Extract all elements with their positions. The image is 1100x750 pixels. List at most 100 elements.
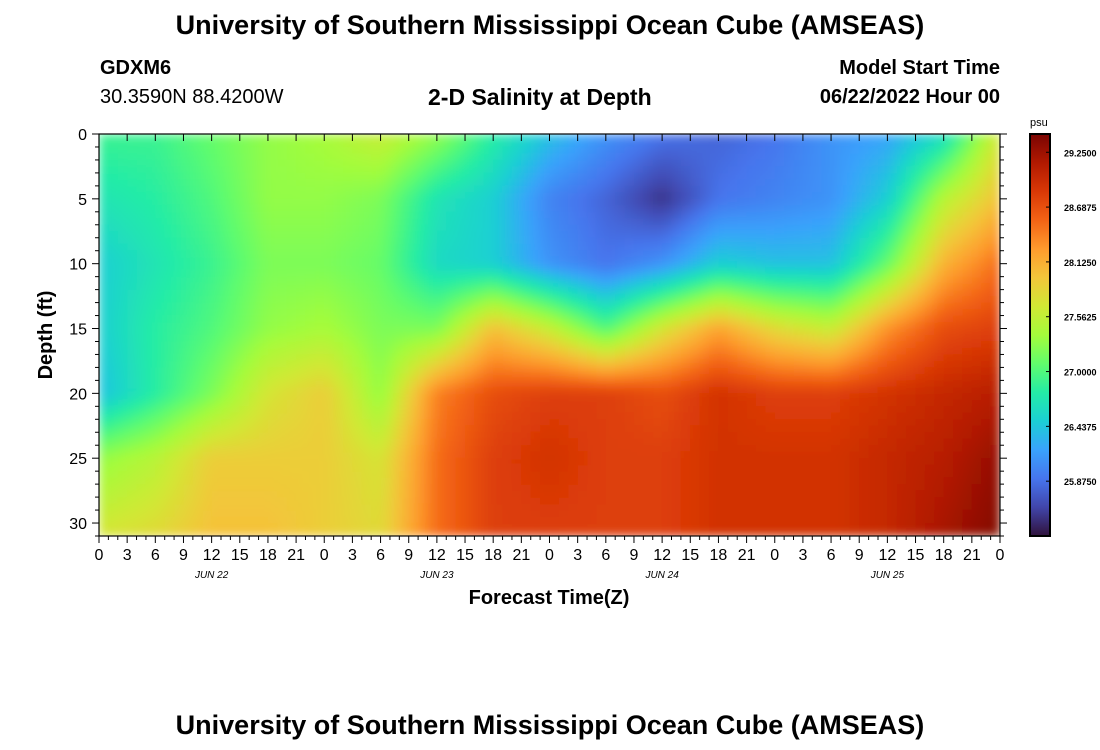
heatmap-cell	[633, 250, 644, 258]
heatmap-cell	[615, 205, 626, 213]
heatmap-cell	[943, 211, 954, 219]
heatmap-cell	[784, 354, 795, 362]
heatmap-cell	[943, 451, 954, 459]
heatmap-cell	[596, 185, 607, 193]
heatmap-cell	[906, 386, 917, 394]
heatmap-cell	[896, 179, 907, 187]
heatmap-cell	[305, 250, 316, 258]
heatmap-cell	[408, 296, 419, 304]
heatmap-cell	[521, 146, 532, 155]
heatmap-cell	[784, 263, 795, 271]
heatmap-cell	[755, 231, 766, 239]
heatmap-cell	[652, 231, 663, 239]
heatmap-cell	[746, 380, 757, 388]
heatmap-cell	[971, 166, 982, 174]
heatmap-cell	[981, 373, 992, 381]
heatmap-cell	[915, 250, 926, 258]
heatmap-cell	[408, 231, 419, 239]
heatmap-cell	[474, 270, 485, 278]
heatmap-cell	[990, 296, 1000, 304]
heatmap-cell	[267, 432, 278, 440]
heatmap-cell	[108, 406, 119, 414]
heatmap-cell	[483, 140, 494, 148]
heatmap-cell	[662, 166, 673, 174]
heatmap-cell	[990, 237, 1000, 245]
heatmap-cell	[371, 399, 382, 407]
heatmap-cell	[821, 244, 832, 252]
heatmap-cell	[493, 192, 504, 200]
heatmap-cell	[587, 159, 598, 168]
heatmap-cell	[418, 231, 429, 239]
heatmap-cell	[737, 328, 748, 336]
heatmap-cell	[671, 386, 682, 394]
heatmap-cell	[662, 289, 673, 297]
heatmap-cell	[709, 289, 720, 297]
heatmap-cell	[136, 302, 147, 310]
heatmap-cell	[596, 179, 607, 187]
heatmap-cell	[943, 134, 954, 142]
heatmap-cell	[249, 276, 260, 284]
heatmap-cell	[671, 458, 682, 466]
heatmap-cell	[784, 464, 795, 472]
heatmap-cell	[361, 393, 372, 401]
heatmap-cell	[840, 140, 851, 148]
heatmap-cell	[802, 419, 813, 427]
heatmap-cell	[624, 373, 635, 381]
heatmap-cell	[211, 309, 222, 317]
heatmap-cell	[427, 360, 438, 369]
heatmap-cell	[145, 302, 156, 310]
heatmap-cell	[389, 283, 400, 291]
heatmap-cell	[267, 237, 278, 245]
heatmap-cell	[784, 218, 795, 226]
heatmap-cell	[915, 263, 926, 271]
heatmap-cell	[361, 406, 372, 414]
heatmap-cell	[831, 205, 842, 213]
heatmap-cell	[483, 335, 494, 343]
heatmap-cell	[408, 146, 419, 155]
heatmap-cell	[296, 432, 307, 440]
heatmap-cell	[108, 146, 119, 155]
heatmap-cell	[690, 296, 701, 304]
heatmap-cell	[737, 354, 748, 362]
heatmap-cell	[802, 425, 813, 433]
heatmap-cell	[887, 185, 898, 193]
heatmap-cell	[924, 250, 935, 258]
heatmap-cell	[680, 412, 691, 420]
heatmap-cell	[502, 179, 513, 187]
heatmap-cell	[568, 166, 579, 174]
heatmap-cell	[493, 309, 504, 317]
heatmap-cell	[296, 276, 307, 284]
heatmap-cell	[727, 406, 738, 414]
heatmap-cell	[868, 224, 879, 232]
heatmap-cell	[568, 205, 579, 213]
heatmap-cell	[906, 445, 917, 453]
heatmap-cell	[643, 373, 654, 381]
heatmap-cell	[258, 373, 269, 381]
heatmap-cell	[418, 386, 429, 394]
heatmap-cell	[981, 205, 992, 213]
heatmap-cell	[483, 289, 494, 297]
heatmap-cell	[680, 399, 691, 407]
heatmap-cell	[849, 458, 860, 466]
heatmap-cell	[183, 159, 194, 168]
heatmap-cell	[333, 218, 344, 226]
heatmap-cell	[877, 263, 888, 271]
heatmap-cell	[981, 218, 992, 226]
heatmap-cell	[981, 166, 992, 174]
heatmap-cell	[962, 419, 973, 427]
heatmap-cell	[314, 159, 325, 168]
heatmap-cell	[906, 244, 917, 252]
heatmap-cell	[633, 159, 644, 168]
heatmap-cell	[718, 425, 729, 433]
heatmap-cell	[277, 406, 288, 414]
heatmap-cell	[136, 289, 147, 297]
heatmap-cell	[718, 438, 729, 446]
heatmap-cell	[202, 140, 213, 148]
heatmap-cell	[164, 153, 175, 161]
heatmap-cell	[465, 458, 476, 466]
heatmap-cell	[117, 159, 128, 168]
heatmap-cell	[455, 445, 466, 453]
heatmap-cell	[662, 179, 673, 187]
heatmap-cell	[352, 412, 363, 420]
heatmap-cell	[680, 302, 691, 310]
